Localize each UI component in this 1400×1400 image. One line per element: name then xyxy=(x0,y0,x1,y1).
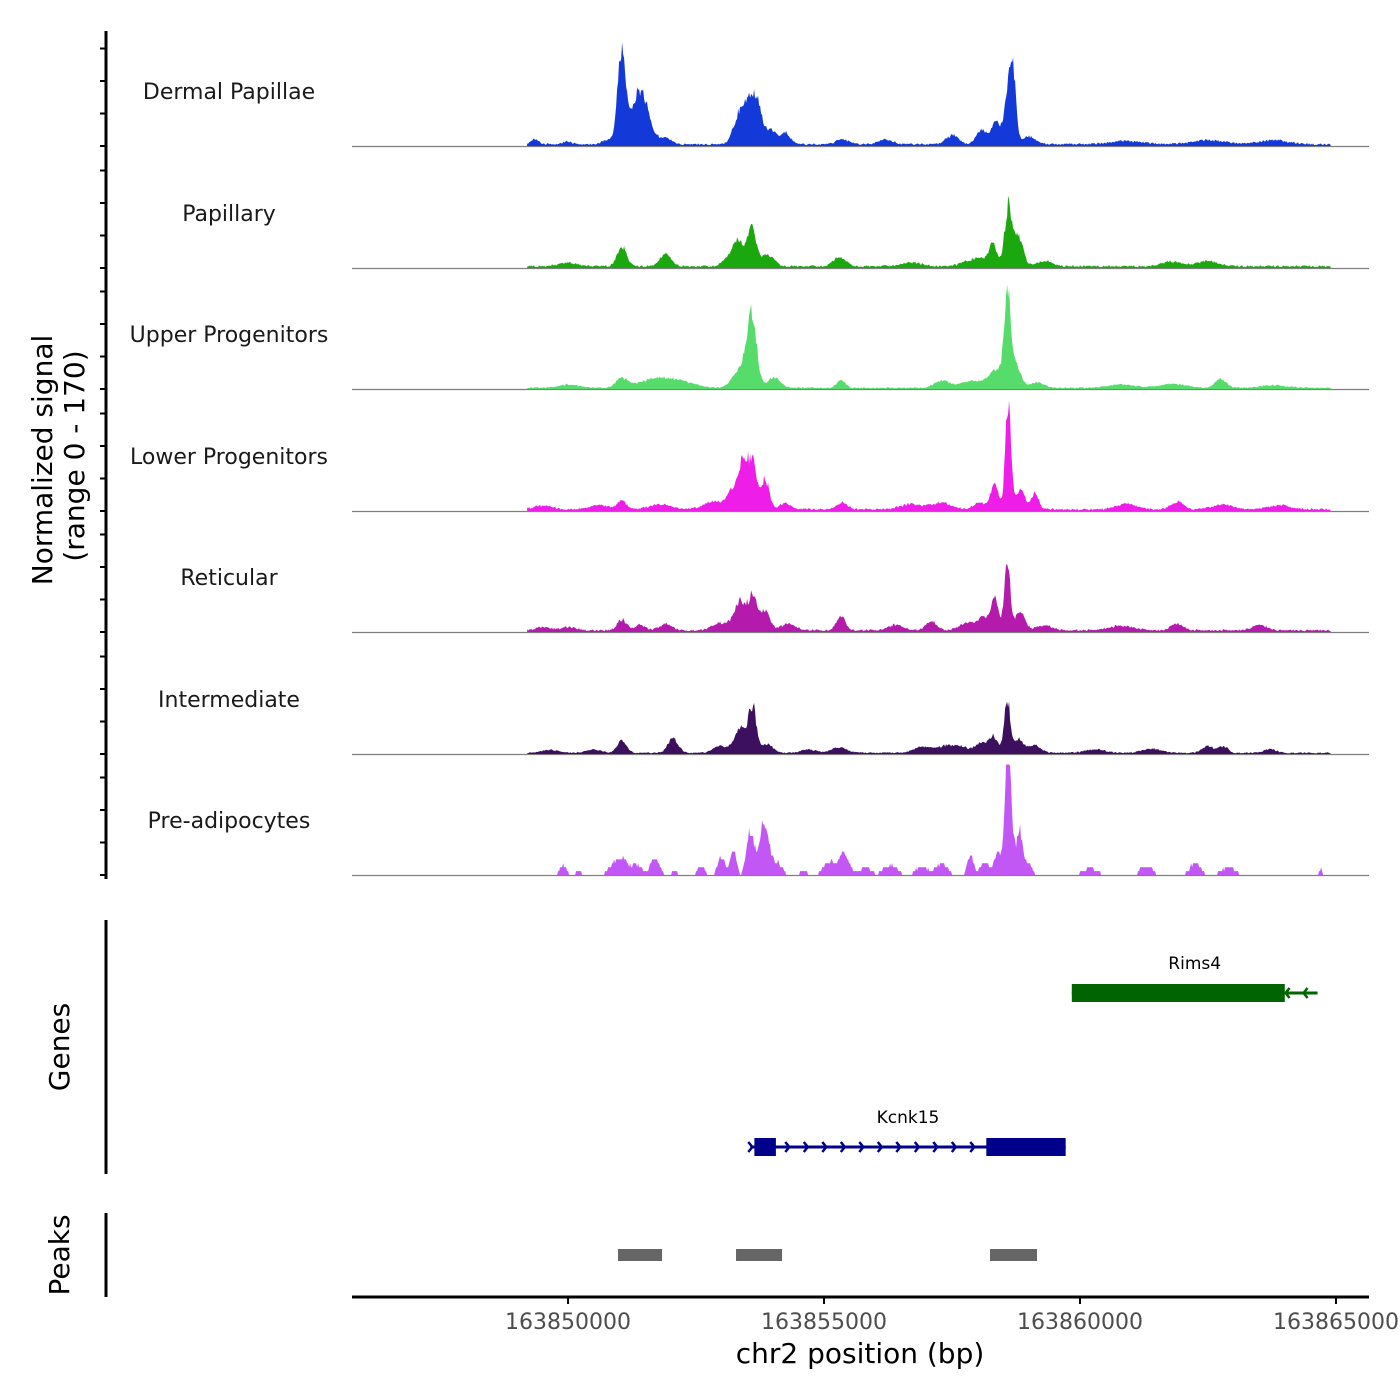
strand-arrow-icon xyxy=(969,1141,976,1153)
coverage-y-ticks xyxy=(100,47,106,876)
track-label: Lower Progenitors xyxy=(130,445,328,470)
coverage-track: Papillary xyxy=(182,195,1369,270)
track-label: Dermal Papillae xyxy=(143,80,315,105)
coverage-tracks: Dermal Papillae Papillary Upper Progenitor… xyxy=(130,42,1369,877)
coverage-track: Reticular xyxy=(180,563,1369,634)
peaks-y-axis-title: Peaks xyxy=(43,1214,76,1295)
strand-arrow-icon xyxy=(747,1141,754,1153)
strand-arrow-icon xyxy=(802,1141,810,1153)
peak-regions xyxy=(618,1249,1037,1261)
strand-arrow-icon xyxy=(1283,987,1291,999)
coverage-y-axis-title-line2: (range 0 - 170) xyxy=(58,350,91,561)
peak-region xyxy=(618,1249,663,1261)
coverage-track: Lower Progenitors xyxy=(130,400,1369,513)
track-label: Reticular xyxy=(180,566,278,591)
gene-exon xyxy=(986,1138,1066,1156)
coverage-area xyxy=(527,701,1331,754)
peaks-panel: Peaks xyxy=(43,1213,1037,1297)
coverage-track: Dermal Papillae xyxy=(143,42,1369,148)
coverage-area xyxy=(527,195,1331,268)
strand-arrow-icon xyxy=(913,1141,921,1153)
coverage-track: Pre-adipocytes xyxy=(148,764,1369,877)
x-tick-label: 163860000 xyxy=(1017,1310,1143,1335)
strand-arrow-icon xyxy=(839,1141,847,1153)
gene-label: Rims4 xyxy=(1168,954,1221,974)
track-label: Pre-adipocytes xyxy=(148,809,311,834)
coverage-track: Upper Progenitors xyxy=(130,284,1369,391)
coverage-area xyxy=(527,563,1331,632)
strand-arrow-icon xyxy=(932,1141,939,1153)
strand-arrow-icon xyxy=(858,1141,865,1153)
coverage-area xyxy=(527,400,1331,511)
genes-panel: Genes Rims4 Kcnk15 xyxy=(43,920,1318,1174)
track-label: Upper Progenitors xyxy=(130,323,329,348)
strand-arrow-icon xyxy=(950,1141,958,1153)
x-axis-title: chr2 position (bp) xyxy=(736,1337,985,1370)
peak-region xyxy=(736,1249,783,1261)
strand-arrow-icon xyxy=(876,1141,884,1153)
track-label: Intermediate xyxy=(158,688,300,713)
x-tick-label: 163850000 xyxy=(505,1310,631,1335)
gene-models: Rims4 Kcnk15 xyxy=(747,954,1318,1156)
x-ticks: 163850000 163855000 163860000 163865000 xyxy=(505,1297,1399,1335)
peak-region xyxy=(989,1249,1037,1261)
strand-arrow-icon xyxy=(895,1141,902,1153)
gene-model: Kcnk15 xyxy=(747,1108,1066,1156)
gene-exon xyxy=(754,1138,776,1156)
x-tick-label: 163855000 xyxy=(761,1310,887,1335)
track-label: Papillary xyxy=(182,202,276,227)
coverage-y-axis-title-line1: Normalized signal xyxy=(26,335,59,586)
coverage-panel: Normalized signal (range 0 - 170) Dermal… xyxy=(26,31,1369,879)
coverage-track: Intermediate xyxy=(158,688,1369,756)
coverage-area xyxy=(527,42,1331,146)
gene-label: Kcnk15 xyxy=(877,1108,940,1128)
x-tick-label: 163865000 xyxy=(1273,1310,1399,1335)
strand-arrow-icon xyxy=(821,1141,828,1153)
gene-exon xyxy=(1071,984,1285,1002)
genes-y-axis-title: Genes xyxy=(43,1003,76,1091)
strand-arrow-icon xyxy=(1301,987,1309,999)
coverage-area xyxy=(527,764,1331,875)
x-axis: 163850000 163855000 163860000 163865000 chr… xyxy=(352,1295,1399,1370)
gene-model: Rims4 xyxy=(1071,954,1318,1002)
strand-arrow-icon xyxy=(784,1141,791,1153)
coverage-area xyxy=(527,284,1331,389)
